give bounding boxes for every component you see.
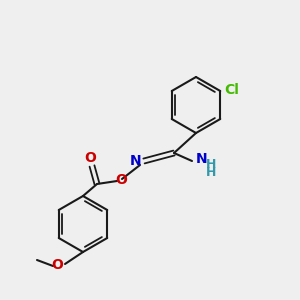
Text: N: N — [130, 154, 142, 168]
Text: H: H — [206, 167, 216, 179]
Text: O: O — [115, 173, 127, 187]
Text: O: O — [51, 258, 63, 272]
Text: N: N — [196, 152, 208, 166]
Text: O: O — [84, 151, 96, 165]
Text: Cl: Cl — [224, 83, 239, 97]
Text: H: H — [206, 158, 216, 172]
